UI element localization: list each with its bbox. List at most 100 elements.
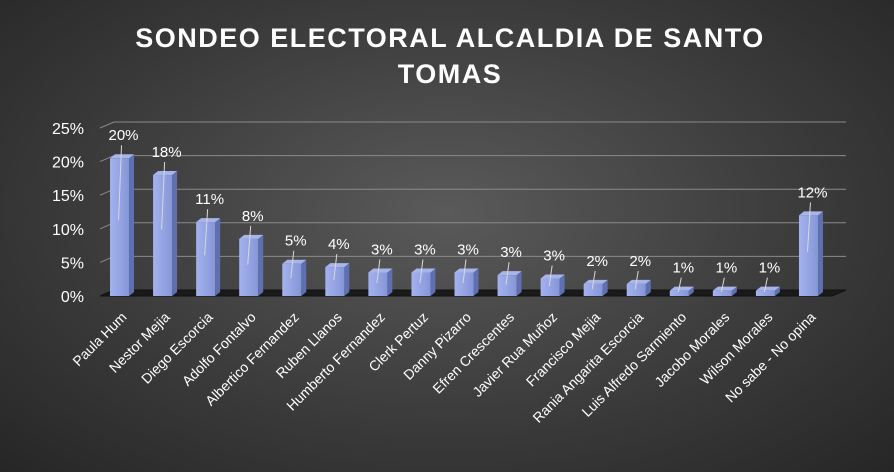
bar-side: [473, 268, 479, 296]
data-label-leader: [677, 277, 682, 293]
bar-top: [540, 274, 565, 279]
data-label: 3%: [414, 241, 436, 258]
bar-top: [669, 286, 694, 291]
bar-side: [129, 154, 135, 296]
data-label: 20%: [109, 127, 139, 144]
bar: [411, 268, 436, 296]
bar: [368, 268, 393, 296]
data-label-leader: [204, 209, 209, 256]
bar: [669, 286, 694, 296]
bar-top: [454, 268, 479, 273]
data-label-leader: [419, 259, 424, 284]
data-label: 5%: [285, 233, 307, 250]
data-label-leader: [806, 202, 811, 252]
bar-front: [411, 272, 431, 296]
data-label: 2%: [586, 253, 608, 270]
y-tick-label: 20%: [52, 155, 84, 172]
data-label-leader: [161, 162, 166, 230]
bar-top: [110, 154, 135, 159]
gridline-side: [99, 155, 115, 163]
data-label: 18%: [152, 144, 182, 161]
bar-front: [454, 272, 474, 296]
data-label: 3%: [543, 248, 565, 265]
data-label-leader: [591, 270, 596, 290]
data-label-leader: [548, 265, 553, 287]
bar: [712, 286, 737, 296]
data-label-leader: [634, 270, 639, 290]
bar-top: [583, 279, 608, 284]
bar-front: [239, 238, 259, 296]
bar-top: [626, 279, 651, 284]
x-tick-label: Adolfo Fontalvo: [179, 309, 259, 389]
data-label: 1%: [716, 260, 738, 277]
bar-side: [172, 171, 178, 296]
data-label: 1%: [672, 260, 694, 277]
data-label-leader: [118, 145, 123, 221]
bar-top: [153, 171, 178, 176]
bar: [239, 234, 264, 296]
y-tick-label: 25%: [52, 121, 84, 138]
bar-side: [688, 286, 694, 296]
x-tick-label: Jacobo Morales: [651, 309, 732, 390]
bar-top: [411, 268, 436, 273]
bar-front: [196, 222, 216, 296]
bar-side: [817, 211, 823, 296]
bar-front: [368, 272, 388, 296]
bar: [282, 259, 307, 296]
bar-top: [239, 234, 264, 239]
data-label: 4%: [328, 236, 350, 253]
data-label: 1%: [759, 260, 781, 277]
data-label: 8%: [242, 208, 264, 225]
bar-side: [430, 268, 436, 296]
data-label-leader: [462, 259, 467, 284]
bar-front: [626, 283, 646, 296]
data-label-leader: [333, 254, 338, 281]
bar-top: [196, 218, 221, 223]
bar: [755, 286, 780, 296]
bar-side: [645, 279, 651, 296]
bar-top: [755, 286, 780, 291]
bar-top: [798, 211, 823, 216]
gridline-side: [99, 121, 115, 129]
bar-side: [301, 259, 307, 296]
bar-side: [258, 234, 264, 296]
data-label-leader: [505, 262, 510, 285]
bar-side: [344, 263, 350, 296]
y-tick-label: 10%: [52, 222, 84, 239]
bar-top: [497, 271, 522, 276]
bar-side: [516, 271, 522, 296]
bar-side: [774, 286, 780, 296]
bar: [325, 263, 350, 296]
data-label: 2%: [629, 253, 651, 270]
bar-front: [712, 290, 732, 296]
data-label-leader: [376, 259, 381, 284]
data-label-leader: [720, 277, 725, 293]
data-label: 3%: [457, 241, 479, 258]
bar: [798, 211, 823, 296]
y-tick-label: 15%: [52, 188, 84, 205]
bar-side: [559, 274, 565, 296]
chart-title-line-2: TOMAS: [397, 59, 503, 89]
chart-title-line-1: SONDEO ELECTORAL ALCALDIA DE SANTO: [135, 23, 765, 53]
bar: [497, 271, 522, 296]
data-label-leader: [763, 277, 768, 293]
bar-side: [215, 218, 221, 296]
data-label: 12%: [797, 184, 827, 201]
bar: [540, 274, 565, 296]
bar-front: [153, 175, 173, 296]
data-label: 3%: [371, 241, 393, 258]
bar-top: [712, 286, 737, 291]
data-label-leader: [290, 250, 295, 279]
bar-front: [540, 278, 560, 296]
data-label: 11%: [195, 191, 224, 208]
bar-front: [669, 290, 689, 296]
bar-front: [798, 215, 818, 296]
bar-front: [325, 267, 345, 296]
bar-side: [731, 286, 737, 296]
x-tick-label: Francisco Mejia: [523, 309, 604, 390]
bar: [153, 171, 178, 296]
bar: [196, 218, 221, 296]
bar: [626, 279, 651, 296]
